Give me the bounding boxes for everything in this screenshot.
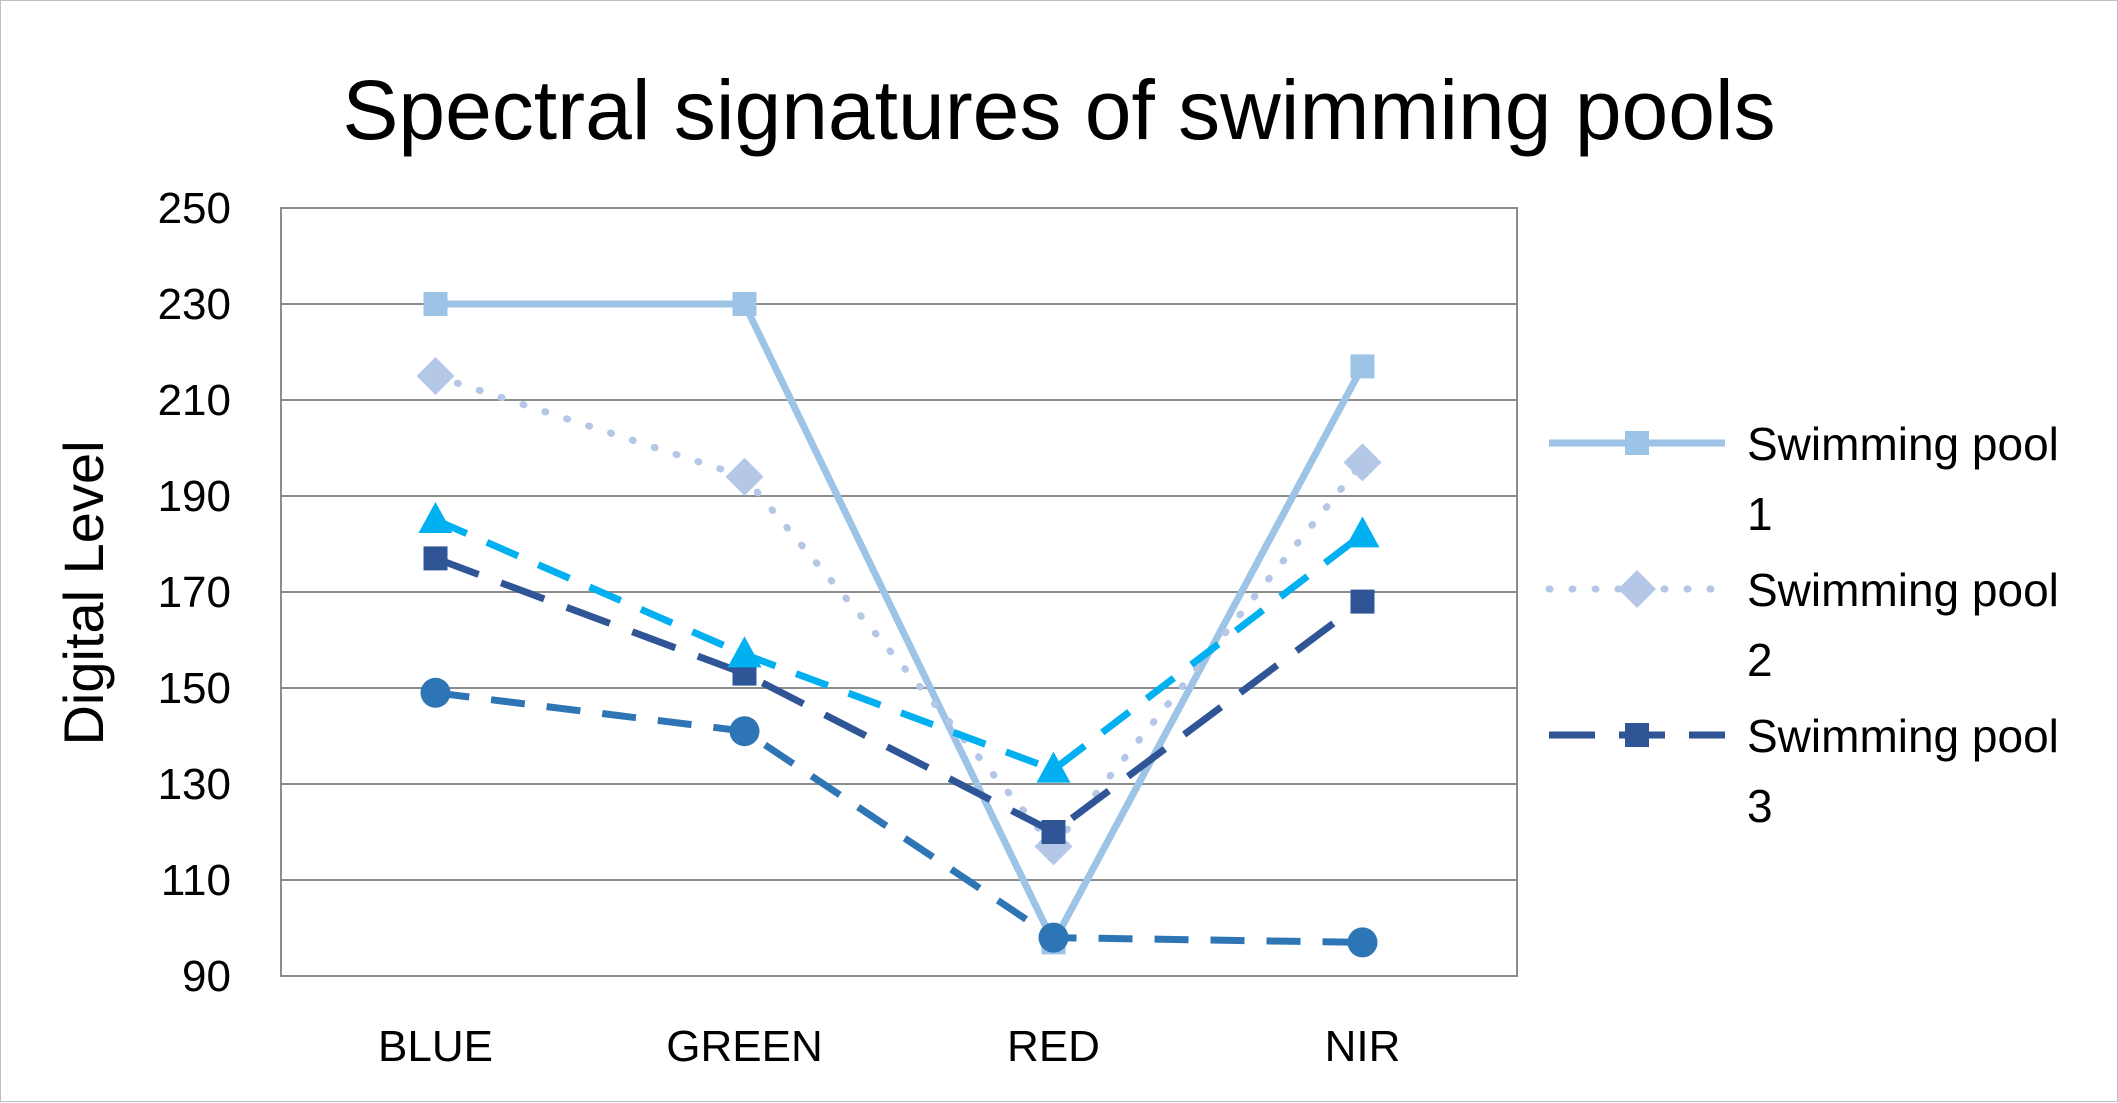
legend-marker (1618, 570, 1656, 608)
y-tick-label: 210 (158, 376, 231, 425)
data-point (1347, 927, 1378, 958)
series-line (434, 516, 1365, 774)
legend-label: Swimming pool (1747, 564, 2059, 616)
series-4 (418, 502, 1380, 783)
y-tick-label: 190 (158, 472, 231, 521)
legend-label: Swimming pool (1747, 418, 2059, 470)
data-point (727, 636, 762, 668)
data-point (1350, 589, 1375, 614)
series-lines (416, 292, 1382, 958)
series-1 (423, 292, 1375, 955)
y-tick-label: 130 (158, 760, 231, 809)
legend-entry: Swimming pool 3 (1549, 710, 2059, 832)
legend-label: 3 (1747, 780, 1773, 832)
data-point (416, 357, 455, 395)
y-tick-label: 250 (158, 184, 231, 233)
series-2 (416, 357, 1382, 866)
y-tick-label: 170 (158, 568, 231, 617)
data-point (1345, 516, 1380, 548)
data-point (732, 292, 757, 316)
y-tick-label: 230 (158, 280, 231, 329)
series-line (432, 372, 1366, 850)
data-point (1036, 751, 1071, 783)
x-tick-label: RED (1007, 1022, 1100, 1071)
gridlines (280, 207, 1518, 977)
legend-entry: Swimming pool 1 (1549, 418, 2059, 540)
data-point (423, 292, 448, 316)
y-tick-label: 110 (161, 856, 231, 905)
y-tick-label: 150 (158, 664, 231, 713)
y-tick-label: 90 (182, 952, 231, 1001)
series-line (434, 555, 1365, 836)
x-tick-label: BLUE (378, 1022, 493, 1071)
data-point (729, 716, 760, 747)
legend-label: Swimming pool (1747, 710, 2059, 762)
legend-label: 2 (1747, 634, 1773, 686)
data-point (418, 502, 453, 533)
data-point (1350, 354, 1375, 379)
axes: 90 110 130 150 170 190 210 230 250 BLUE GREEN RED NI… (158, 184, 1401, 1071)
series-5 (420, 677, 1378, 958)
x-tick-label: GREEN (666, 1022, 822, 1071)
data-point (1038, 922, 1069, 953)
chart-title: Spectral signatures of swimming pools (342, 63, 1775, 157)
legend-marker (1625, 723, 1649, 747)
data-point (423, 546, 448, 571)
legend-label: 1 (1747, 488, 1773, 540)
series-line (435, 689, 1363, 946)
legend-marker (1625, 431, 1649, 455)
data-point (1343, 443, 1382, 482)
data-point (725, 457, 764, 496)
y-axis-label: Digital Level (52, 440, 115, 745)
x-tick-label: NIR (1325, 1022, 1401, 1071)
legend-entry: Swimming pool 2 (1545, 564, 2059, 686)
data-point (420, 677, 451, 708)
data-point (1041, 820, 1066, 844)
